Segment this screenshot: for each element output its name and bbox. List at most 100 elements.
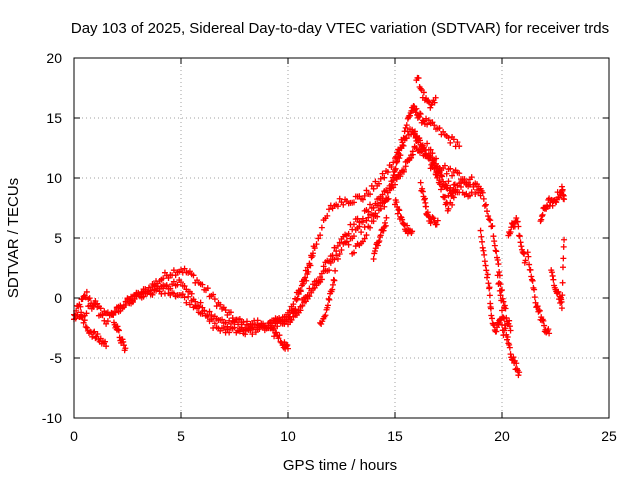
data-point — [392, 165, 399, 172]
data-point — [115, 326, 122, 333]
data-point — [429, 160, 436, 167]
data-point — [120, 338, 127, 345]
data-point — [490, 233, 497, 240]
data-point — [102, 338, 109, 345]
data-point — [393, 159, 400, 166]
data-point — [445, 178, 452, 185]
data-point — [484, 208, 491, 215]
data-point — [500, 314, 507, 321]
data-point — [285, 345, 291, 352]
data-point — [374, 213, 381, 220]
data-point — [554, 289, 561, 296]
data-point — [454, 189, 461, 196]
data-point — [377, 205, 384, 212]
data-point — [419, 188, 426, 195]
data-point — [273, 329, 280, 336]
data-point — [395, 206, 402, 213]
data-point — [503, 336, 510, 343]
data-point — [119, 305, 126, 312]
data-point — [495, 280, 502, 287]
data-point — [417, 111, 424, 118]
data-point — [299, 280, 306, 287]
data-point — [208, 316, 215, 323]
data-point — [379, 170, 386, 177]
data-point — [536, 307, 543, 314]
data-point — [372, 247, 379, 254]
data-point — [468, 189, 475, 196]
data-point — [260, 320, 267, 327]
data-point — [377, 175, 384, 182]
data-point — [480, 195, 487, 202]
data-point — [559, 186, 566, 193]
data-point — [120, 302, 127, 309]
data-point — [179, 291, 186, 298]
data-point — [181, 265, 188, 272]
data-point — [338, 247, 345, 254]
data-point — [420, 89, 427, 96]
data-point — [363, 217, 370, 224]
data-point — [483, 267, 490, 274]
data-point — [356, 223, 363, 230]
data-point — [496, 280, 503, 287]
data-point — [515, 372, 522, 379]
data-point — [309, 252, 316, 259]
data-point — [495, 321, 502, 328]
data-point — [297, 288, 304, 295]
data-point — [516, 233, 523, 240]
data-point — [103, 343, 110, 350]
data-point — [181, 283, 188, 290]
data-point — [358, 229, 365, 236]
data-point — [317, 232, 324, 239]
data-point — [384, 189, 391, 196]
data-point — [294, 295, 301, 302]
data-point — [492, 247, 499, 254]
data-point — [558, 298, 565, 305]
data-point — [445, 134, 452, 141]
data-point — [479, 244, 486, 251]
data-point — [451, 188, 458, 195]
data-point — [90, 303, 97, 310]
data-point — [461, 176, 468, 183]
data-point — [527, 266, 534, 273]
data-point — [553, 199, 560, 206]
data-point — [427, 104, 434, 111]
axis-ticks: 0 5 10 15 20 25 -10 -5 0 5 10 15 20 — [42, 50, 617, 444]
data-point — [438, 172, 445, 179]
data-point — [350, 249, 357, 256]
data-point — [496, 269, 503, 276]
data-point — [210, 291, 217, 298]
data-point — [336, 239, 343, 246]
data-point — [394, 210, 401, 217]
data-point — [560, 255, 567, 262]
data-point — [201, 307, 208, 314]
data-point — [494, 324, 501, 331]
data-point — [447, 165, 454, 172]
data-point — [430, 215, 437, 222]
data-point — [487, 305, 494, 312]
data-point — [486, 292, 493, 299]
data-point — [506, 341, 513, 348]
data-point — [559, 292, 566, 299]
data-point — [318, 224, 325, 231]
data-point — [456, 170, 463, 177]
data-point — [367, 201, 374, 208]
data-point — [482, 201, 489, 208]
data-point — [220, 325, 227, 332]
data-point — [516, 369, 523, 376]
data-point — [507, 351, 514, 358]
data-point — [210, 324, 217, 331]
data-point — [206, 308, 213, 315]
data-point — [334, 203, 341, 210]
data-point — [293, 296, 300, 303]
data-point — [443, 170, 450, 177]
data-point — [482, 262, 489, 269]
data-point — [419, 185, 426, 192]
data-point — [375, 180, 382, 187]
data-point — [518, 243, 525, 250]
data-point — [370, 218, 377, 225]
y-tick-label: 0 — [54, 290, 62, 306]
data-point — [336, 251, 343, 258]
data-point — [413, 105, 420, 112]
data-point — [531, 294, 538, 301]
data-point — [522, 257, 529, 264]
